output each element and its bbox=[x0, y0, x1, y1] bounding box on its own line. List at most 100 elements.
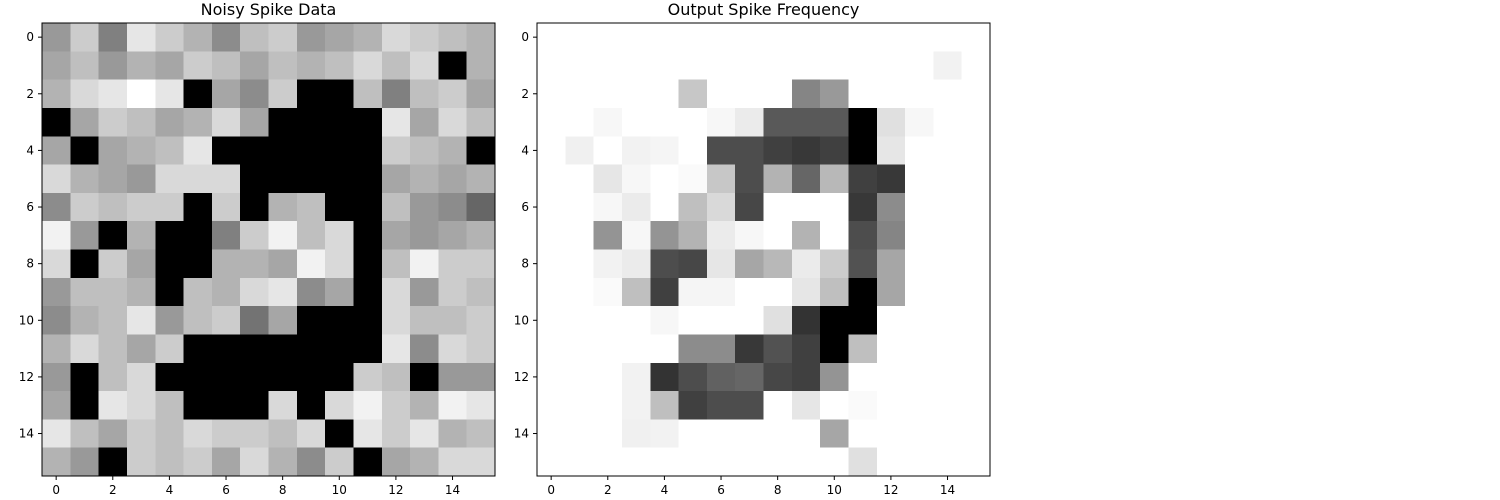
heatmap-cell bbox=[706, 334, 736, 364]
heatmap-cell bbox=[537, 277, 566, 307]
heatmap-cell bbox=[933, 419, 963, 449]
heatmap-cell bbox=[565, 362, 595, 392]
heatmap-cell bbox=[410, 447, 439, 477]
heatmap-cell bbox=[876, 79, 906, 109]
heatmap-cell bbox=[211, 362, 241, 392]
heatmap-cell bbox=[735, 221, 764, 250]
heatmap-cell bbox=[155, 362, 184, 392]
heatmap-cell bbox=[70, 107, 100, 137]
y-tick-label: 14 bbox=[514, 427, 529, 441]
heatmap-cell bbox=[621, 136, 651, 165]
heatmap-cell bbox=[706, 136, 736, 165]
heatmap-cell bbox=[466, 51, 496, 81]
heatmap-cell bbox=[211, 51, 241, 81]
heatmap-cell bbox=[325, 23, 354, 52]
heatmap-cell bbox=[961, 136, 991, 165]
heatmap-cell bbox=[325, 136, 354, 165]
heatmap-cell bbox=[268, 79, 298, 109]
heatmap-cell bbox=[848, 447, 878, 477]
heatmap-cell bbox=[183, 136, 213, 165]
heatmap-cell bbox=[961, 391, 991, 420]
heatmap-cell bbox=[820, 79, 849, 109]
heatmap-cell bbox=[933, 277, 963, 307]
heatmap-cell bbox=[933, 306, 963, 335]
heatmap-cell bbox=[42, 51, 71, 81]
heatmap-cell bbox=[438, 192, 468, 222]
heatmap-cell bbox=[876, 107, 906, 137]
heatmap-cell bbox=[381, 164, 411, 194]
heatmap-cell bbox=[678, 362, 708, 392]
heatmap-cell bbox=[42, 362, 71, 392]
heatmap-cell bbox=[735, 107, 764, 137]
heatmap-cell bbox=[70, 306, 100, 335]
heatmap-cell bbox=[211, 249, 241, 279]
heatmap-cell bbox=[905, 23, 934, 52]
heatmap-cell bbox=[126, 51, 156, 81]
heatmap-cell bbox=[325, 164, 354, 194]
heatmap-cell bbox=[466, 334, 496, 364]
heatmap-cell bbox=[565, 249, 595, 279]
heatmap-cell bbox=[763, 334, 793, 364]
heatmap-cell bbox=[466, 419, 496, 449]
heatmap-cell bbox=[565, 334, 595, 364]
heatmap-cell bbox=[905, 136, 934, 165]
heatmap-cell bbox=[240, 334, 269, 364]
heatmap-cell bbox=[211, 107, 241, 137]
heatmap-cell bbox=[876, 447, 906, 477]
x-tick-label: 2 bbox=[604, 483, 612, 497]
heatmap-cell bbox=[155, 221, 184, 250]
heatmap-cell bbox=[70, 221, 100, 250]
heatmap-cell bbox=[126, 23, 156, 52]
heatmap-cell bbox=[537, 164, 566, 194]
heatmap-cell bbox=[820, 334, 849, 364]
heatmap-cell bbox=[325, 277, 354, 307]
heatmap-cell bbox=[381, 192, 411, 222]
heatmap-cell bbox=[240, 362, 269, 392]
heatmap-cell bbox=[593, 391, 623, 420]
heatmap-cell bbox=[70, 391, 100, 420]
heatmap-cell bbox=[155, 51, 184, 81]
heatmap-cell bbox=[791, 249, 821, 279]
heatmap-cell bbox=[848, 277, 878, 307]
heatmap-cell bbox=[438, 447, 468, 477]
heatmap-cell bbox=[848, 51, 878, 81]
heatmap-cell bbox=[537, 249, 566, 279]
heatmap-cell bbox=[268, 447, 298, 477]
heatmap-cell bbox=[410, 277, 439, 307]
heatmap-cell bbox=[678, 447, 708, 477]
heatmap-cell bbox=[905, 306, 934, 335]
x-tick-label: 14 bbox=[940, 483, 955, 497]
heatmap-cell bbox=[70, 79, 100, 109]
heatmap-cell bbox=[763, 107, 793, 137]
heatmap-cell bbox=[905, 447, 934, 477]
heatmap-cell bbox=[353, 221, 383, 250]
heatmap-cell bbox=[126, 221, 156, 250]
heatmap-cell bbox=[466, 249, 496, 279]
x-tick-label: 14 bbox=[445, 483, 460, 497]
heatmap-cell bbox=[763, 362, 793, 392]
heatmap-cell bbox=[98, 79, 128, 109]
heatmap-cell bbox=[678, 136, 708, 165]
heatmap-cell bbox=[961, 419, 991, 449]
heatmap-cell bbox=[933, 334, 963, 364]
x-tick-label: 10 bbox=[827, 483, 842, 497]
heatmap-cell bbox=[410, 23, 439, 52]
y-tick-label: 4 bbox=[26, 143, 34, 157]
heatmap-cell bbox=[98, 306, 128, 335]
heatmap-cell bbox=[763, 391, 793, 420]
heatmap-cell bbox=[42, 79, 71, 109]
heatmap-cell bbox=[353, 362, 383, 392]
heatmap-cell bbox=[183, 51, 213, 81]
noisy-spike-data-heatmap: Noisy Spike Data 0 2 4 6 8 10 12 14 0 2 4 6 8 10 12 14 bbox=[19, 0, 496, 497]
heatmap-cell bbox=[410, 107, 439, 137]
heatmap-cell bbox=[820, 107, 849, 137]
heatmap-cell bbox=[933, 136, 963, 165]
heatmap-cell bbox=[593, 362, 623, 392]
heatmap-cell bbox=[735, 23, 764, 52]
heatmap-cell bbox=[791, 192, 821, 222]
heatmap-cell bbox=[820, 136, 849, 165]
heatmap-cell bbox=[735, 249, 764, 279]
heatmap-cell bbox=[735, 391, 764, 420]
heatmap-cell bbox=[296, 221, 326, 250]
heatmap-cell bbox=[791, 23, 821, 52]
